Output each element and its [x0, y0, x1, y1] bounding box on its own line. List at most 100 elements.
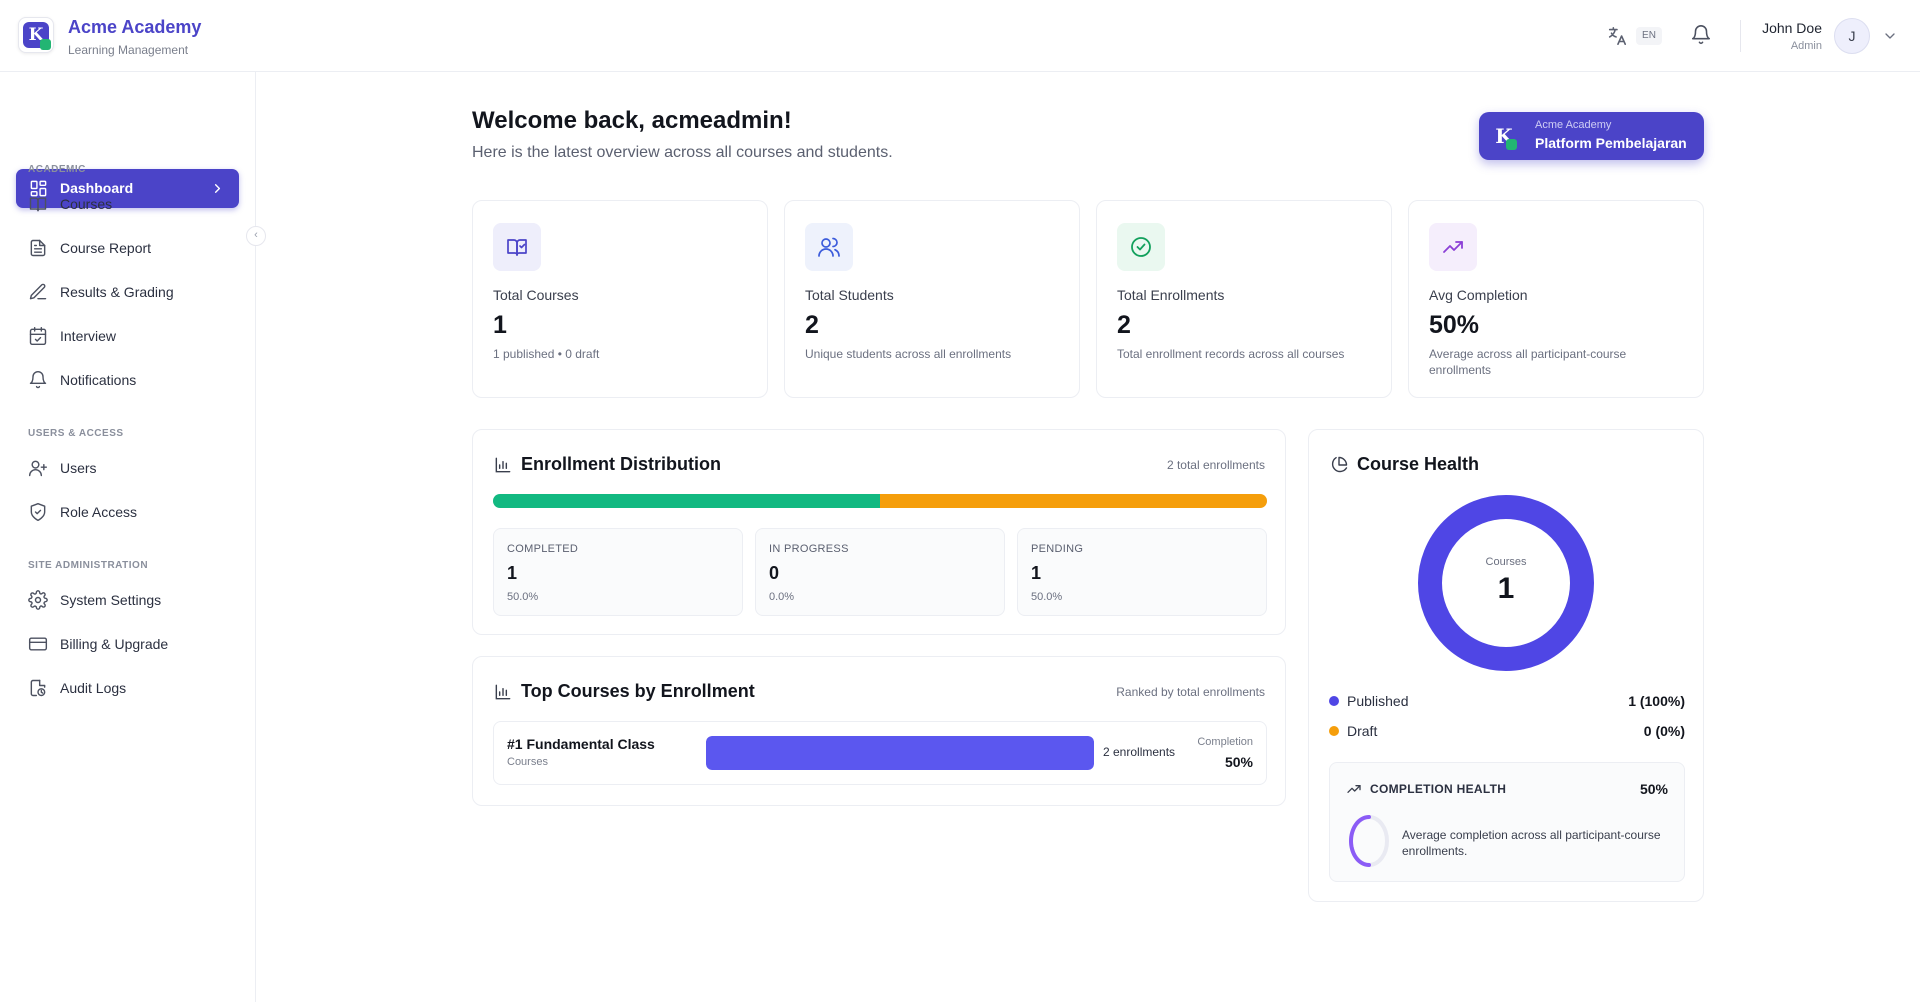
completion-ring: [1348, 815, 1389, 867]
course-health-panel: Course Health Courses 1 Published 1 (100…: [1308, 429, 1704, 902]
trending-up-icon: [1346, 781, 1362, 797]
stat-card-total-enrollments: Total Enrollments 2 Total enrollment rec…: [1096, 200, 1392, 398]
completion-health-pct: 50%: [1639, 781, 1668, 797]
enrollment-distribution-bar: [493, 494, 1267, 508]
panel-meta: 2 total enrollments: [1166, 458, 1265, 472]
translate-icon[interactable]: [1606, 25, 1628, 47]
user-plus-icon: [28, 458, 48, 478]
platform-badge-brand: Acme Academy: [1535, 119, 1612, 131]
sidebar-item-role-access[interactable]: Role Access: [16, 494, 239, 530]
stat-label: Total Courses: [493, 287, 579, 303]
stat-description: 1 published • 0 draft: [493, 347, 600, 361]
notification-bell-icon[interactable]: [1690, 24, 1712, 46]
stat-label: Total Enrollments: [1117, 287, 1225, 303]
platform-badge: K Acme Academy Platform Pembelajaran: [1479, 112, 1704, 160]
panel-title: Enrollment Distribution: [521, 454, 721, 474]
credit-card-icon: [28, 634, 48, 654]
sidebar: Dashboard ACADEMIC Courses Course Report…: [0, 72, 266, 1002]
list-item[interactable]: #1 Fundamental Class Courses 2 enrollmen…: [493, 721, 1267, 785]
sidebar-item-courses[interactable]: Courses: [16, 186, 239, 222]
sidebar-collapse-button[interactable]: ‹: [246, 226, 266, 246]
platform-badge-title: Platform Pembelajaran: [1535, 135, 1687, 151]
audit-log-icon: [28, 678, 48, 698]
check-circle-icon: [1117, 223, 1165, 271]
ring-progress: [1348, 815, 1371, 867]
users-icon: [805, 223, 853, 271]
sidebar-item-system-settings[interactable]: System Settings: [16, 582, 239, 618]
stat-label: Avg Completion: [1429, 287, 1528, 303]
course-donut-chart: [1418, 495, 1594, 671]
sidebar-item-interview[interactable]: Interview: [16, 318, 239, 354]
stat-description: Average across all participant-course en…: [1429, 347, 1627, 377]
legend-dot: [1329, 696, 1339, 706]
stat-card-avg-completion: Avg Completion 50% Average across all pa…: [1408, 200, 1704, 398]
stat-value: 2: [805, 311, 819, 339]
enrollment-count: 2 enrollments: [1103, 745, 1176, 759]
completion-value: 50%: [1224, 754, 1253, 770]
top-header: K Acme Academy Learning Management EN Jo…: [0, 0, 1920, 72]
calendar-check-icon: [28, 326, 48, 346]
book-icon: [28, 194, 48, 214]
nav-section-users-access: USERS & ACCESS: [28, 428, 124, 439]
panel-title: Top Courses by Enrollment: [521, 681, 755, 701]
brand-subtitle: Learning Management: [68, 43, 189, 57]
legend-published: Published 1 (100%): [1329, 691, 1685, 711]
pie-chart-icon: [1329, 455, 1349, 475]
stat-label: Total Students: [805, 287, 894, 303]
header-divider: [1740, 20, 1741, 52]
stat-description: Unique students across all enrollments: [805, 347, 1012, 361]
course-name[interactable]: #1 Fundamental Class: [507, 736, 655, 752]
pencil-icon: [28, 282, 48, 302]
brand-logo[interactable]: K: [18, 17, 54, 53]
bar-chart-icon: [493, 682, 513, 702]
completion-health-title: COMPLETION HEALTH: [1370, 782, 1507, 796]
enrollment-distribution-panel: Enrollment Distribution 2 total enrollme…: [472, 429, 1286, 635]
stat-value: 2: [1117, 311, 1131, 339]
sidebar-item-users[interactable]: Users: [16, 450, 239, 486]
sidebar-item-results-grading[interactable]: Results & Grading: [16, 274, 239, 310]
course-category: Courses: [507, 756, 548, 768]
nav-section-site-admin: SITE ADMINISTRATION: [28, 560, 149, 571]
platform-logo: K: [1491, 124, 1517, 150]
sidebar-item-billing-upgrade[interactable]: Billing & Upgrade: [16, 626, 239, 662]
brand-name: Acme Academy: [68, 17, 202, 37]
page-title: Welcome back, acmeadmin!: [472, 107, 792, 134]
sidebar-item-course-report[interactable]: Course Report: [16, 230, 239, 266]
legend-dot: [1329, 726, 1339, 736]
sidebar-item-dashboard[interactable]: Dashboard: [16, 169, 239, 208]
chevron-right-icon: [210, 181, 225, 196]
chevron-down-icon[interactable]: [1882, 28, 1898, 44]
completion-health-text: Average completion across all participan…: [1402, 828, 1661, 858]
user-role: Admin: [1790, 40, 1822, 52]
panel-meta: Ranked by total enrollments: [1116, 685, 1265, 699]
document-icon: [28, 238, 48, 258]
stat-card-total-courses: Total Courses 1 1 published • 0 draft: [472, 200, 768, 398]
dashboard-icon: [29, 179, 48, 198]
sidebar-item-audit-logs[interactable]: Audit Logs: [16, 670, 239, 706]
stat-value: 1: [493, 311, 507, 339]
distribution-segment: [493, 494, 880, 508]
avatar[interactable]: J: [1834, 18, 1870, 54]
enrollment-bar: [706, 736, 1094, 770]
enrollment-bar-fill: [706, 736, 1094, 770]
gear-icon: [28, 590, 48, 610]
donut-label: Courses: [1485, 556, 1527, 568]
panel-title: Course Health: [1357, 454, 1480, 474]
distribution-completed: COMPLETED 1 50.0%: [493, 528, 743, 616]
top-courses-panel: Top Courses by Enrollment Ranked by tota…: [472, 656, 1286, 806]
completion-health-box: COMPLETION HEALTH 50% Average completion…: [1329, 762, 1685, 882]
donut-published-arc: [1418, 495, 1594, 671]
completion-label: Completion: [1197, 736, 1253, 748]
donut-value: 1: [1497, 572, 1515, 605]
user-name[interactable]: John Doe: [1762, 20, 1822, 36]
book-check-icon: [493, 223, 541, 271]
distribution-in-progress: IN PROGRESS 0 0.0%: [755, 528, 1005, 616]
stat-description: Total enrollment records across all cour…: [1117, 347, 1345, 361]
stat-card-total-students: Total Students 2 Unique students across …: [784, 200, 1080, 398]
language-code[interactable]: EN: [1636, 27, 1662, 45]
sidebar-item-notifications[interactable]: Notifications: [16, 362, 239, 398]
legend-draft: Draft 0 (0%): [1329, 721, 1685, 741]
page-subtitle: Here is the latest overview across all c…: [472, 144, 893, 161]
bar-chart-icon: [493, 455, 513, 475]
distribution-segment: [880, 494, 1267, 508]
